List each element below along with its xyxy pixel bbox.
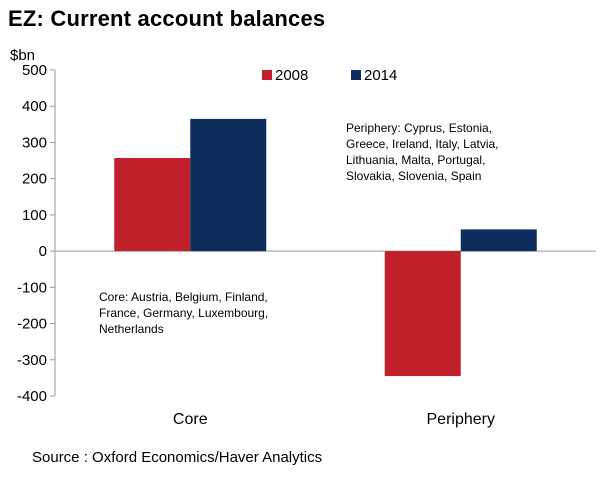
y-tick-label: 300 [22,134,47,151]
y-tick-label: 200 [22,171,47,188]
y-axis-label: $bn [10,47,35,64]
legend-label-2014: 2014 [364,67,397,84]
x-tick-label: Periphery [427,411,495,428]
core-note: Core: Austria, Belgium, Finland, France,… [99,289,268,337]
core-note-line: Netherlands [99,322,164,336]
chart-title: EZ: Current account balances [8,6,326,31]
legend-label-2008: 2008 [275,67,308,84]
periphery-note-line: Greece, Ireland, Italy, Latvia, [346,137,499,151]
core-note-line: Core: Austria, Belgium, Finland, [99,290,268,304]
periphery-note: Periphery: Cyprus, Estonia, Greece, Irel… [346,120,499,184]
bar-periphery-2014 [460,229,537,252]
bar-core-2008 [114,158,191,252]
periphery-note-line: Lithuania, Malta, Portugal, [346,153,486,167]
y-tick-label: 500 [22,62,47,79]
y-tick-label: 400 [22,98,47,115]
y-tick-label: -400 [17,388,47,405]
bar-periphery-2008 [384,251,461,377]
legend-swatch-2008 [262,70,272,80]
y-tick-label: 100 [22,207,47,224]
y-tick-label: -100 [17,279,47,296]
y-tick-label: -300 [17,352,47,369]
periphery-note-line: Periphery: Cyprus, Estonia, [346,121,493,135]
y-tick-label: 0 [39,243,47,260]
x-tick-label: Core [173,411,208,428]
bar-core-2014 [190,118,267,252]
periphery-note-line: Slovakia, Slovenia, Spain [346,169,482,183]
legend-swatch-2014 [351,70,361,80]
source-note: Source : Oxford Economics/Haver Analytic… [32,449,323,466]
y-tick-label: -200 [17,316,47,333]
core-note-line: France, Germany, Luxembourg, [99,306,269,320]
